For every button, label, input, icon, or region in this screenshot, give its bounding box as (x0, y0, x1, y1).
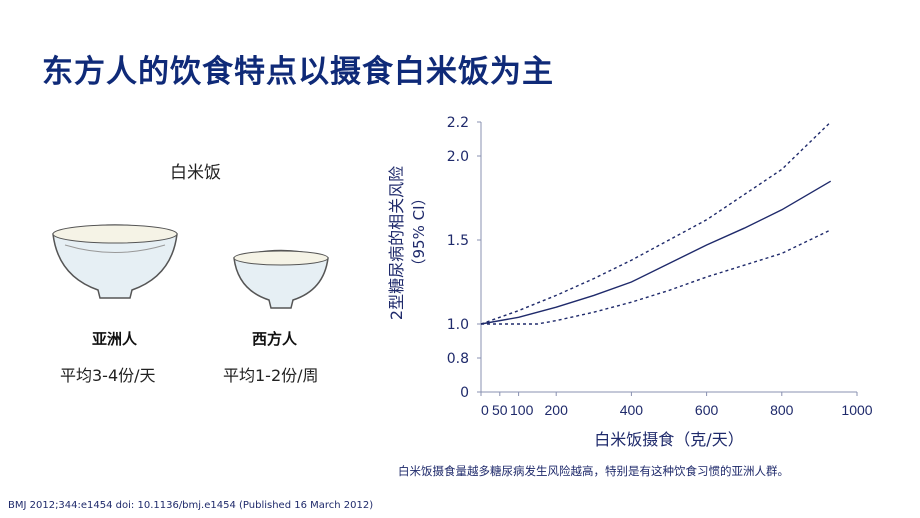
rice-heading: 白米饭 (170, 163, 221, 183)
y-tick-label: 2.2 (447, 115, 469, 131)
chart-note: 白米饭摄食量越多糖尿病发生风险越高，特别是有这种饮食习惯的亚洲人群。 (398, 464, 789, 478)
x-tick-label: 50 (492, 402, 508, 418)
west-frequency: 平均1-2份/周 (223, 366, 319, 385)
x-tick-label: 600 (695, 402, 719, 418)
y-axis-label: 2型糖尿病的相关风险 (387, 166, 406, 320)
risk-line (480, 180, 832, 325)
x-tick-label: 800 (770, 402, 794, 418)
x-axis-label: 白米饭摄食（克/天） (594, 430, 743, 449)
y-tick-label: 0 (460, 385, 469, 401)
large-bowl-image (52, 224, 178, 299)
x-tick-label: 1000 (841, 402, 872, 418)
y-tick-label: 2.0 (447, 149, 469, 165)
page-title: 东方人的饮食特点以摄食白米饭为主 (42, 54, 554, 90)
x-tick-label: 400 (620, 402, 644, 418)
small-bowl-image (233, 249, 329, 309)
y-tick-label: 0.8 (447, 351, 469, 367)
reference-citation: BMJ 2012;344:e1454 doi: 10.1136/bmj.e145… (8, 500, 374, 511)
ci-bound-line (480, 121, 832, 325)
asia-label: 亚洲人 (92, 330, 138, 348)
ci-bound-line (481, 229, 832, 325)
x-tick-label: 200 (545, 402, 569, 418)
y-axis-label-ci: （95% CI） (410, 190, 428, 273)
risk-chart: 00.81.01.52.02.20 50 100 200 400 600 800 1000白米… (387, 115, 873, 449)
x-tick-label: 100 (510, 402, 534, 418)
asia-frequency: 平均3-4份/天 (60, 366, 156, 385)
y-tick-label: 1.5 (447, 233, 469, 249)
y-tick-label: 1.0 (447, 317, 469, 333)
west-label: 西方人 (252, 330, 298, 348)
x-tick-label: 0 (481, 402, 489, 418)
